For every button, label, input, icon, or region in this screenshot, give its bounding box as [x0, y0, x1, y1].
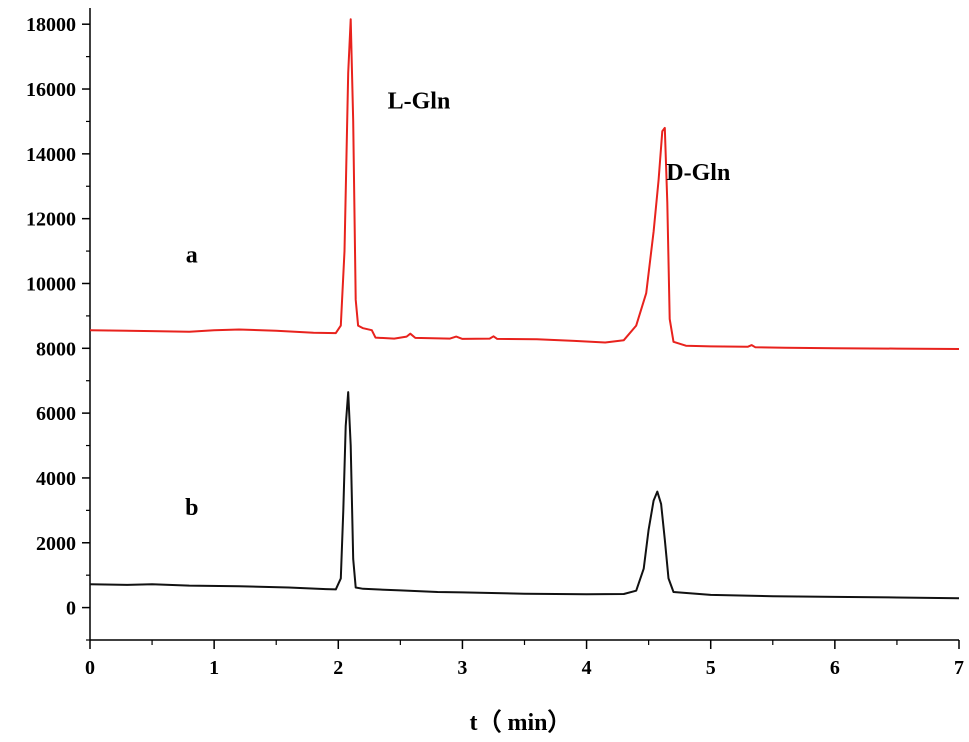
y-tick-label: 14000 — [26, 144, 76, 166]
x-tick-label: 2 — [333, 657, 343, 679]
y-tick-label: 8000 — [36, 338, 76, 360]
annotation-layer: L-Gln D-Gln a b — [185, 88, 730, 521]
x-tick-label: 4 — [582, 657, 592, 679]
annotation-label: a — [186, 242, 198, 268]
y-tick-label: 10000 — [26, 273, 76, 295]
y-tick-label: 18000 — [26, 14, 76, 36]
x-tick-label: 0 — [85, 657, 95, 679]
annotation-label: L-Gln — [388, 88, 451, 114]
y-tick-label: 0 — [66, 598, 76, 620]
y-tick-label: 16000 — [26, 79, 76, 101]
series-layer — [89, 18, 960, 600]
x-tick-label: 1 — [209, 657, 219, 679]
y-tick-label: 12000 — [26, 209, 76, 231]
y-tick-label: 4000 — [36, 468, 76, 490]
y-tick-label: 2000 — [36, 533, 76, 555]
annotation-label: D-Gln — [666, 160, 730, 186]
x-tick-label: 3 — [457, 657, 467, 679]
x-axis-title: t（ min） — [470, 709, 572, 736]
x-tick-label: 6 — [830, 657, 840, 679]
y-tick-label: 6000 — [36, 403, 76, 425]
series-line-b — [89, 391, 960, 600]
annotation-label: b — [185, 495, 198, 521]
x-tick-label: 7 — [954, 657, 964, 679]
x-tick-label: 5 — [706, 657, 716, 679]
axes: 0 2000 4000 6000 8000 10000 12000 14000 16000 180… — [26, 8, 964, 679]
series-line-a — [89, 18, 960, 350]
